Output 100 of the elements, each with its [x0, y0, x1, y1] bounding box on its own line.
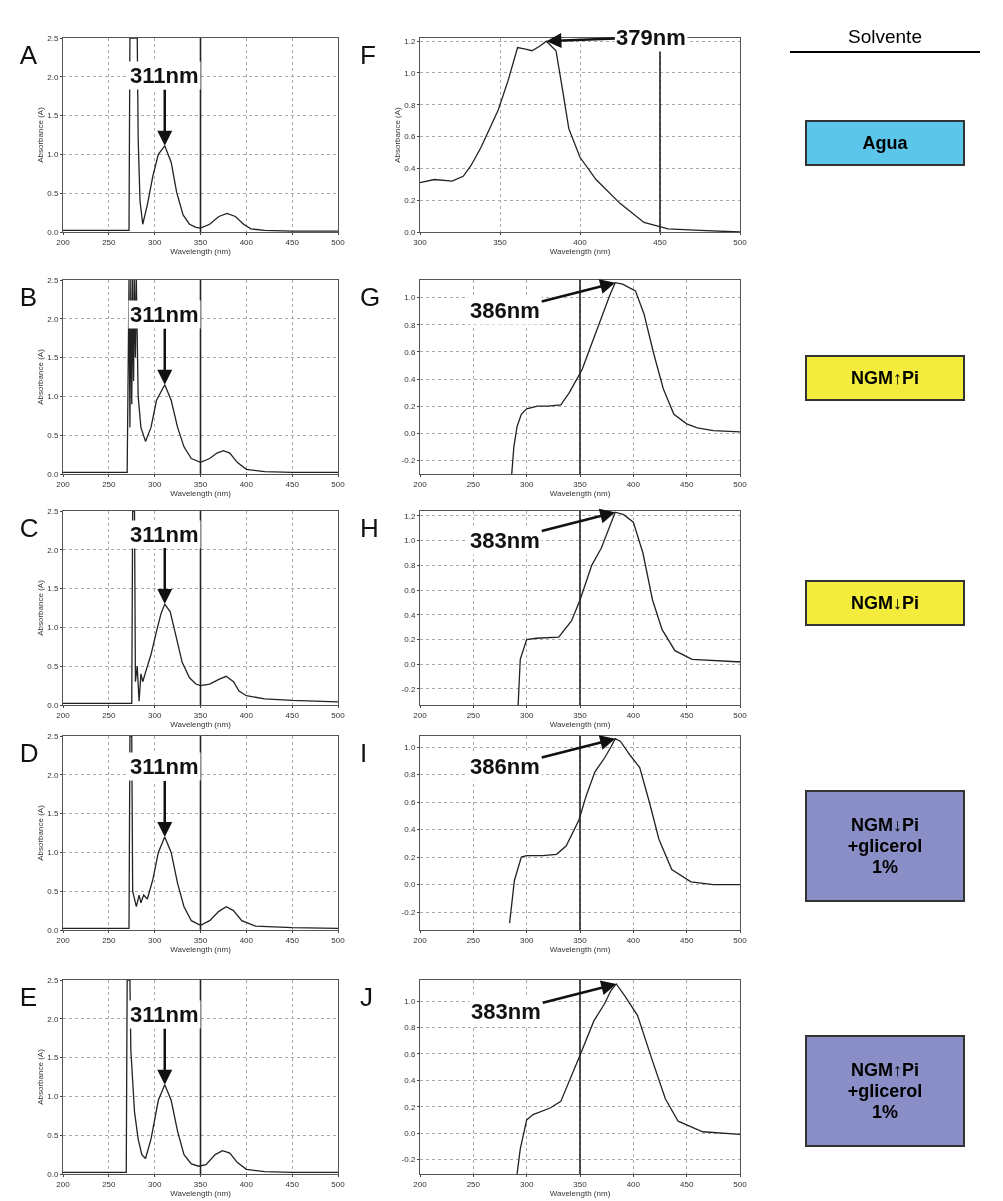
category-label: Agua	[862, 132, 908, 154]
y-tick-label: 1.5	[47, 111, 59, 121]
x-tick-label: 400	[239, 710, 254, 720]
x-tick-label: 250	[102, 710, 117, 720]
x-tick-label: 500	[733, 1179, 748, 1189]
x-tick-label: 500	[331, 710, 346, 720]
chart-title: E	[19, 982, 37, 1013]
x-tick-label: 200	[413, 935, 428, 945]
y-axis-title: Absorbance (A)	[35, 579, 45, 636]
x-axis-title: Wavelength (nm)	[170, 944, 232, 954]
x-tick-label: 400	[239, 1179, 254, 1189]
x-axis-title: Wavelength (nm)	[170, 1188, 232, 1198]
x-tick-label: 300	[519, 479, 534, 489]
y-tick-label: 0.2	[404, 401, 416, 411]
x-tick-label: 250	[466, 479, 481, 489]
x-tick-label: 500	[331, 1179, 346, 1189]
x-tick-label: 400	[239, 935, 254, 945]
x-tick-label: 500	[733, 479, 748, 489]
category-label: NGM↓Pi	[850, 592, 919, 614]
y-tick-label: 0.2	[404, 635, 416, 645]
y-axis-title: Absorbance (A)	[35, 1048, 45, 1105]
x-tick-label: 450	[285, 1179, 300, 1189]
y-tick-label: 0.8	[404, 561, 416, 571]
x-tick-label: 500	[331, 935, 346, 945]
y-tick-label: 0.8	[404, 320, 416, 330]
x-tick-label: 250	[102, 237, 117, 247]
x-tick-label: 350	[493, 237, 508, 247]
chart-title: C	[19, 513, 39, 544]
x-tick-label: 500	[733, 237, 748, 247]
x-tick-label: 450	[679, 710, 694, 720]
x-axis-title: Wavelength (nm)	[549, 1188, 611, 1198]
y-tick-label: 0.5	[47, 1131, 59, 1140]
chart-title: J	[359, 982, 373, 1013]
y-tick-label: 1.0	[404, 68, 416, 78]
y-tick-label: 0.5	[47, 887, 59, 896]
text: Solvente	[790, 26, 980, 53]
chart-title: H	[359, 513, 379, 544]
x-tick-label: 250	[466, 1179, 481, 1189]
y-tick-label: 0.6	[404, 585, 416, 595]
y-tick-label: 1.0	[47, 623, 59, 633]
y-tick-label: 2.0	[47, 770, 59, 780]
x-tick-label: 300	[147, 237, 162, 247]
x-tick-label: 450	[285, 237, 300, 247]
category-label: NGM↑Pi	[850, 367, 919, 389]
y-tick-label: 0.0	[47, 1169, 59, 1179]
annotation: 383nm	[471, 999, 541, 1024]
y-axis-title: Absorbance (A)	[35, 106, 45, 163]
y-tick-label: 0.0	[47, 469, 59, 479]
x-tick-label: 400	[626, 935, 641, 945]
annotation: 311nm	[130, 754, 199, 779]
x-tick-label: 300	[519, 710, 534, 720]
y-tick-label: 0.4	[404, 164, 416, 174]
x-axis-title: Wavelength (nm)	[170, 719, 232, 729]
x-axis-title: Wavelength (nm)	[549, 944, 611, 954]
y-tick-label: 0.4	[404, 374, 416, 384]
y-tick-label: -0.2	[401, 907, 416, 917]
y-tick-label: 1.0	[404, 293, 416, 303]
annotation: 311nm	[130, 1002, 199, 1027]
x-tick-label: 300	[519, 1179, 534, 1189]
annotation: 386nm	[470, 298, 540, 323]
y-tick-label: 1.5	[47, 584, 59, 594]
x-tick-label: 250	[466, 935, 481, 945]
y-tick-label: 1.0	[404, 742, 416, 752]
y-tick-label: 2.5	[47, 33, 59, 43]
y-tick-label: 0.0	[404, 660, 416, 670]
annotation: 379nm	[616, 25, 686, 50]
chart-title: D	[19, 738, 39, 769]
y-tick-label: 2.5	[47, 731, 59, 741]
x-axis-title: Wavelength (nm)	[170, 246, 232, 256]
x-tick-label: 350	[193, 1179, 208, 1189]
x-tick-label: 350	[573, 1179, 588, 1189]
x-tick-label: 250	[466, 710, 481, 720]
category-label: NGM↑Pi +glicerol 1%	[847, 1059, 923, 1123]
x-tick-label: 300	[413, 237, 428, 247]
y-tick-label: 1.5	[47, 1053, 59, 1063]
x-tick-label: 500	[331, 479, 346, 489]
y-tick-label: 0.6	[404, 347, 416, 357]
annotation: 311nm	[130, 522, 199, 547]
x-tick-label: 350	[193, 710, 208, 720]
x-tick-label: 300	[147, 479, 162, 489]
x-tick-label: 500	[331, 237, 346, 247]
annotation: 311nm	[130, 302, 199, 327]
y-tick-label: 0.0	[47, 227, 59, 237]
y-tick-label: 0.6	[404, 1049, 416, 1059]
annotation: 386nm	[470, 754, 540, 779]
y-tick-label: 0.0	[47, 700, 59, 710]
chart-title: I	[359, 738, 368, 769]
y-tick-label: 2.0	[47, 72, 59, 82]
x-tick-label: 200	[56, 237, 71, 247]
x-tick-label: 400	[239, 237, 254, 247]
y-tick-label: 0.4	[404, 825, 416, 835]
x-tick-label: 200	[56, 710, 71, 720]
x-tick-label: 250	[102, 935, 117, 945]
annotation: 311nm	[130, 63, 199, 88]
y-tick-label: 0.5	[47, 431, 59, 440]
x-tick-label: 200	[56, 935, 71, 945]
x-tick-label: 200	[56, 479, 71, 489]
x-axis-title: Wavelength (nm)	[549, 488, 611, 498]
x-tick-label: 300	[147, 1179, 162, 1189]
x-tick-label: 450	[679, 1179, 694, 1189]
